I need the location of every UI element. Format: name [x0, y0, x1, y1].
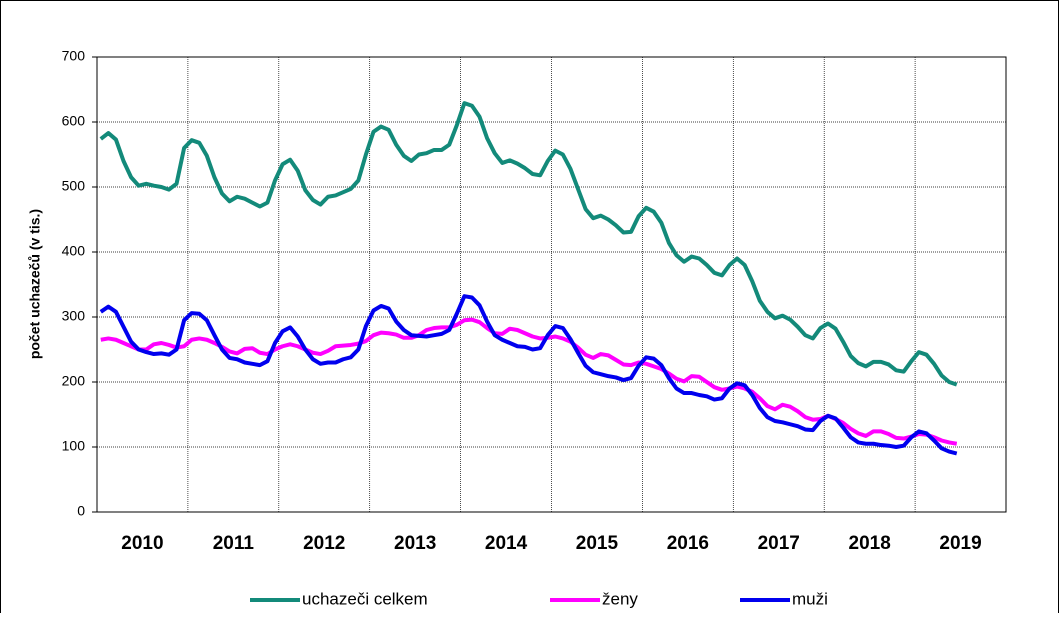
y-tick-label: 300 [62, 308, 86, 324]
series-line [99, 101, 958, 387]
x-tick-label: 2019 [939, 533, 981, 554]
y-tick-label: 600 [62, 113, 86, 129]
y-tick-label: 700 [62, 48, 86, 64]
y-tick-label: 400 [62, 243, 86, 259]
x-tick-label: 2014 [485, 533, 528, 554]
x-tick-label: 2017 [758, 533, 800, 554]
x-tick-label: 2015 [576, 533, 619, 554]
x-tick-label: 2012 [303, 533, 345, 554]
y-tick-label: 200 [62, 373, 86, 389]
y-tick-label: 500 [62, 178, 86, 194]
series-line [99, 294, 958, 456]
series-line [100, 317, 958, 446]
x-tick-label: 2018 [849, 533, 891, 554]
y-tick-label: 100 [62, 438, 86, 454]
plot-border [96, 56, 1007, 513]
x-tick-label: 2013 [394, 533, 436, 554]
y-tick-label: 0 [77, 503, 85, 519]
legend-label: muži [792, 589, 828, 608]
legend-label: ženy [602, 589, 638, 608]
x-tick-label: 2011 [213, 533, 255, 554]
x-tick-label: 2010 [121, 533, 163, 554]
x-tick-label: 2016 [667, 533, 709, 554]
y-axis-label: počet uchazečů (v tis.) [27, 209, 43, 359]
legend-label: uchazeči celkem [302, 589, 428, 608]
